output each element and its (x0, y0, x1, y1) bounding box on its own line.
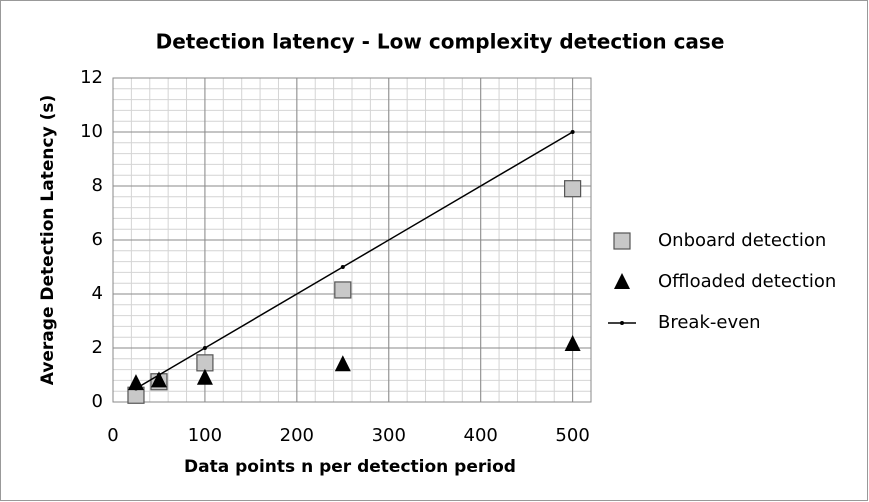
square-marker (334, 281, 352, 299)
y-tick-label: 6 (92, 229, 103, 250)
triangle-marker (614, 273, 630, 289)
square-marker (564, 180, 582, 198)
y-axis-label: Average Detection Latency (s) (38, 95, 58, 385)
triangle-marker (564, 334, 581, 351)
square-marker (613, 232, 631, 250)
chart-title: Detection latency - Low complexity detec… (156, 30, 725, 54)
x-tick-label: 200 (280, 425, 314, 446)
x-tick-label: 300 (372, 425, 406, 446)
point (202, 346, 207, 350)
triangle-marker (334, 355, 351, 372)
point (340, 265, 345, 269)
y-tick-label: 12 (80, 67, 103, 88)
plot-border (112, 77, 592, 403)
legend-label: Offloaded detection (658, 271, 836, 292)
legend-point (620, 321, 624, 325)
y-tick-label: 10 (80, 121, 103, 142)
triangle-marker (196, 368, 213, 385)
legend-label: Onboard detection (658, 230, 826, 251)
point (133, 386, 138, 391)
legend-label: Break-even (658, 312, 761, 333)
point (156, 373, 161, 377)
y-tick-label: 8 (92, 175, 103, 196)
x-tick-label: 100 (188, 425, 222, 446)
x-tick-label: 0 (107, 425, 118, 446)
y-tick-label: 2 (92, 337, 103, 358)
x-tick-label: 500 (555, 425, 589, 446)
triangle-marker (150, 371, 167, 388)
point (570, 130, 575, 134)
y-tick-label: 4 (92, 283, 103, 304)
x-axis-label: Data points n per detection period (184, 457, 516, 477)
y-tick-label: 0 (92, 391, 103, 412)
square-marker (196, 354, 214, 372)
x-tick-label: 400 (464, 425, 498, 446)
